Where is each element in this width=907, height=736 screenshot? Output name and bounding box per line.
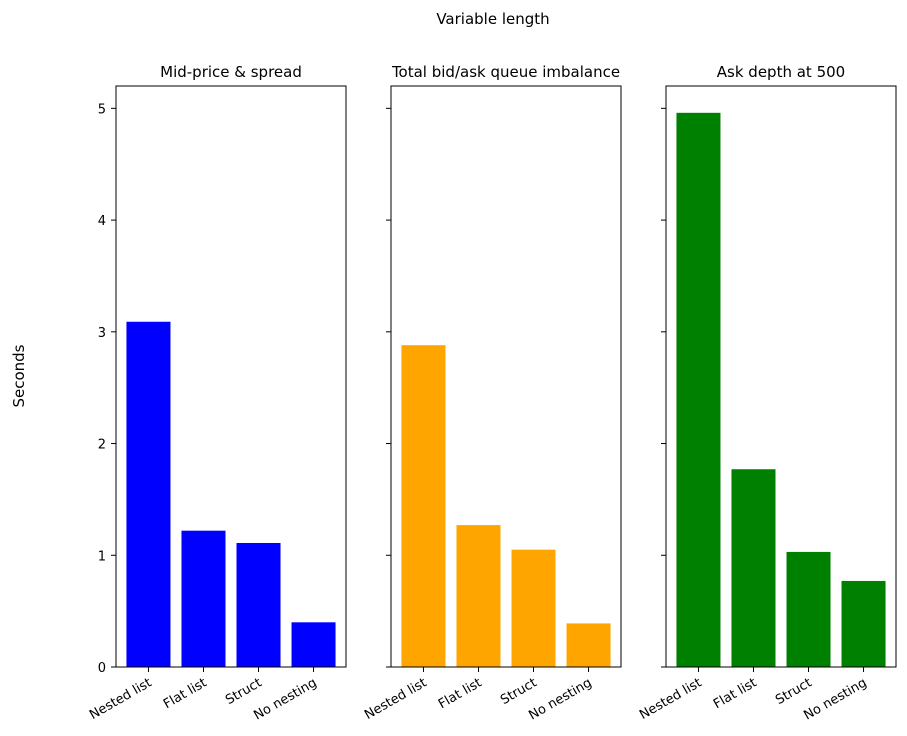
bar [236,542,281,667]
x-tick-label: Struct [223,675,264,708]
y-tick-label: 0 [98,661,106,676]
axes-frame [390,85,622,668]
x-tick-label: No nesting [251,675,319,723]
axes-frame [665,85,897,668]
bar [401,345,446,667]
bar [291,622,336,667]
panel-title: Total bid/ask queue imbalance [391,63,620,81]
figure-ylabel: Seconds [10,344,28,407]
y-tick-label: 4 [98,214,106,229]
bar [181,530,226,667]
chart-panel-2: Total bid/ask queue imbalance Nested list… [362,63,622,723]
x-tick-label: Nested list [87,675,154,723]
chart-panel-3: Ask depth at 500 Nested list Flat list Stru… [637,63,897,723]
x-tick-label: Nested list [637,675,704,723]
bar [841,580,886,667]
y-tick-label: 3 [98,326,106,341]
panel-title: Mid-price & spread [160,63,302,81]
x-tick-label: Nested list [362,675,429,723]
bar [566,623,611,667]
y-tick-label: 5 [98,102,106,117]
x-tick-label: Flat list [436,675,485,712]
bar [126,321,171,667]
panel-title: Ask depth at 500 [717,63,845,81]
figure-suptitle: Variable length [436,10,549,28]
x-tick-label: No nesting [526,675,594,723]
x-tick-label: Struct [498,675,539,708]
x-tick-label: Flat list [161,675,210,712]
x-tick-label: Struct [773,675,814,708]
bar [786,551,831,667]
axes-frame [115,85,347,668]
bar [511,549,556,667]
bar [676,112,721,668]
chart-panel-1: Mid-price & spread 0 1 2 3 4 5 Nested list Flat … [87,63,347,723]
bar [731,469,776,667]
y-tick-label: 1 [98,549,106,564]
x-tick-label: Flat list [711,675,760,712]
y-tick-label: 2 [98,438,106,453]
x-tick-label: No nesting [801,675,869,723]
bar [456,525,501,667]
